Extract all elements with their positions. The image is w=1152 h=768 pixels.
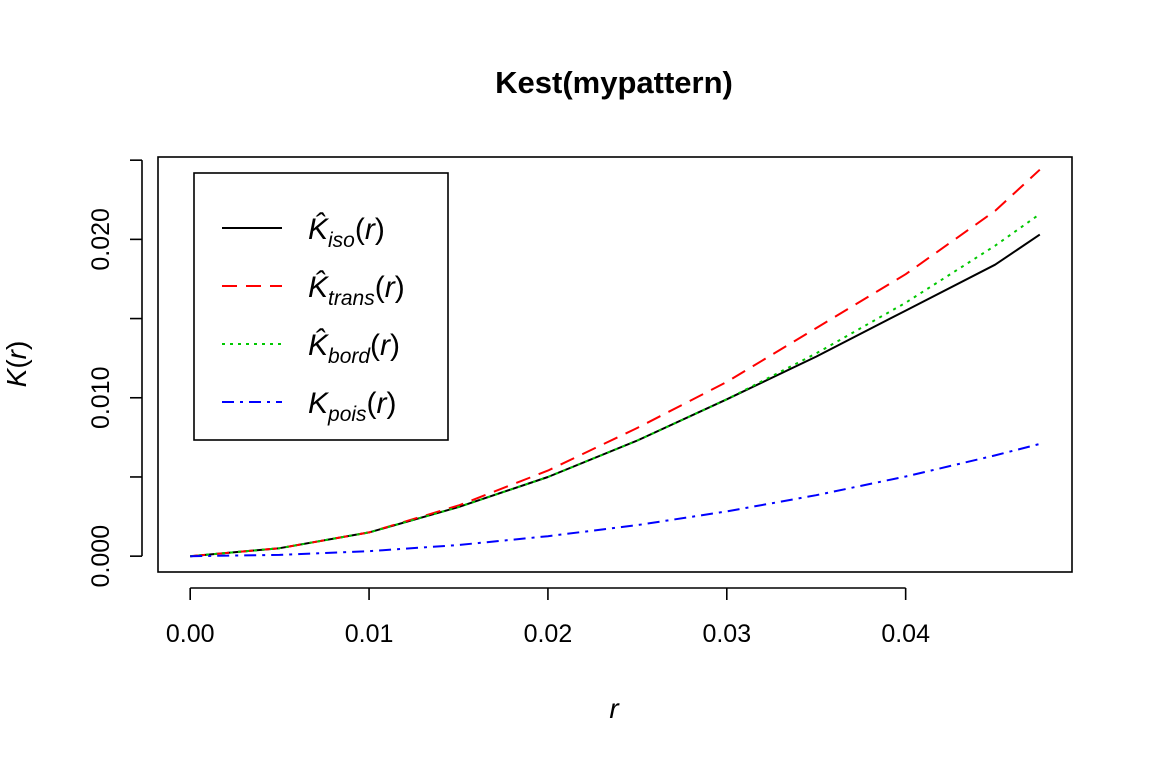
legend: K̂iso(r) K̂trans(r) K̂bord(r) Kpois(r)	[193, 172, 449, 441]
legend-label-trans: K̂trans(r)	[308, 271, 405, 310]
legend-label-iso: K̂iso(r)	[308, 213, 385, 252]
series-layer	[190, 168, 1041, 558]
x-tick-label: 0.01	[345, 620, 394, 648]
x-tick-label: 0.04	[881, 620, 930, 648]
y-tick-label: 0.010	[87, 366, 115, 429]
plot-area-frame	[157, 156, 1073, 573]
y-axis-label: K(r)	[1, 341, 32, 388]
series-line-trans	[190, 168, 1041, 558]
legend-label-bord: K̂bord(r)	[308, 329, 400, 368]
x-axis-label: r	[609, 693, 620, 724]
y-tick-label: 0.000	[87, 525, 115, 588]
legend-label-pois: Kpois(r)	[308, 387, 397, 426]
y-axis: 0.000 0.010 0.020	[87, 159, 143, 588]
x-tick-label: 0.00	[166, 620, 215, 648]
chart-title: Kest(mypattern)	[495, 65, 733, 100]
x-axis: 0.00 0.01 0.02 0.03 0.04	[166, 587, 930, 648]
legend-box	[193, 172, 449, 441]
series-line-bord	[190, 213, 1041, 558]
x-tick-label: 0.02	[524, 620, 573, 648]
y-tick-label: 0.020	[87, 208, 115, 271]
x-tick-label: 0.03	[702, 620, 751, 648]
